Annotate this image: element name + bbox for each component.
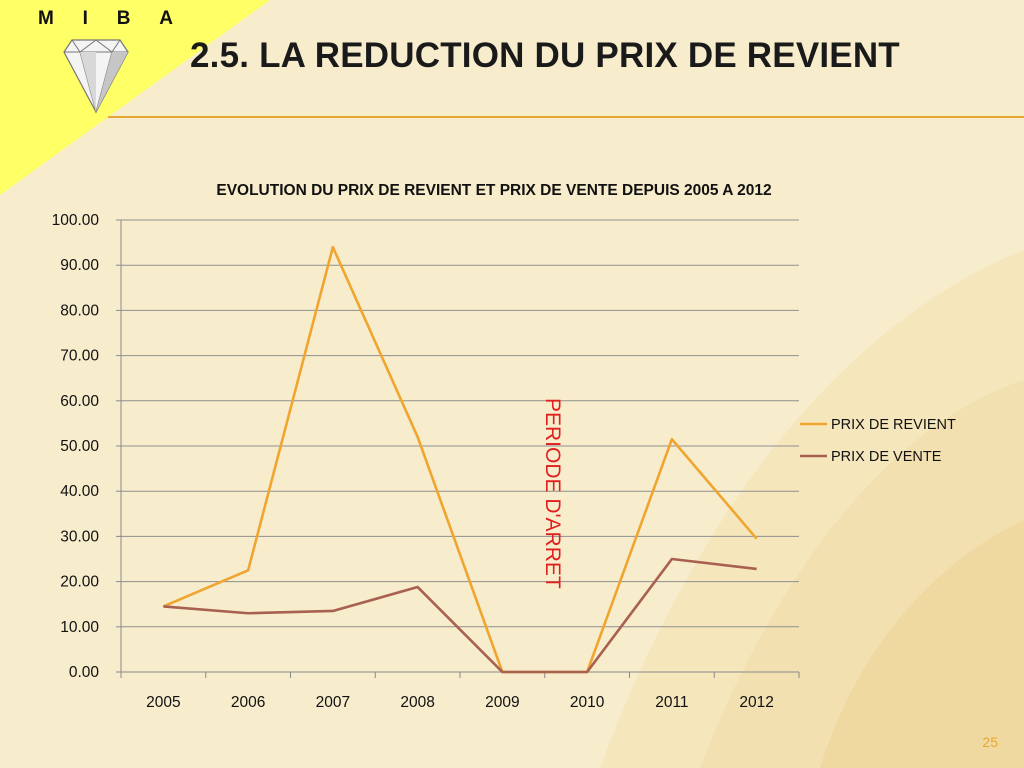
logo-letter: I xyxy=(82,8,88,29)
logo-letter: B xyxy=(116,8,131,29)
logo-letter: M xyxy=(38,8,54,29)
series-line-1 xyxy=(162,245,758,674)
x-tick-label: 2011 xyxy=(655,694,688,711)
page-number: 25 xyxy=(982,734,998,750)
y-tick-label: 50.00 xyxy=(60,438,99,455)
x-tick-label: 2007 xyxy=(316,694,350,711)
x-tick-label: 2012 xyxy=(739,694,773,711)
x-tick-label: 2006 xyxy=(231,694,265,711)
y-tick-label: 80.00 xyxy=(60,302,99,319)
chart-title: EVOLUTION DU PRIX DE REVIENT ET PRIX DE … xyxy=(216,182,771,199)
x-tick-label: 2005 xyxy=(146,694,180,711)
y-tick-label: 60.00 xyxy=(60,393,99,410)
y-tick-label: 40.00 xyxy=(60,483,99,500)
slide-title: 2.5. LA REDUCTION DU PRIX DE REVIENT xyxy=(190,36,900,75)
x-tick-label: 2010 xyxy=(570,694,605,711)
y-tick-label: 30.00 xyxy=(60,528,99,545)
y-tick-label: 10.00 xyxy=(60,619,99,636)
logo-letters: M I B A xyxy=(38,8,173,30)
diamond-logo-icon xyxy=(63,39,129,114)
y-tick-label: 0.00 xyxy=(69,664,100,681)
y-tick-label: 70.00 xyxy=(60,348,99,365)
period-annotation: PERIODE D'ARRET xyxy=(541,398,564,589)
title-divider xyxy=(108,116,1024,118)
y-tick-label: 20.00 xyxy=(60,574,99,591)
logo-letter: A xyxy=(159,8,173,29)
series-line-2 xyxy=(163,557,757,674)
y-tick-label: 100.00 xyxy=(52,212,100,229)
legend-label: PRIX DE VENTE xyxy=(831,449,942,465)
x-tick-label: 2008 xyxy=(400,694,434,711)
y-tick-label: 90.00 xyxy=(60,257,99,274)
x-tick-label: 2009 xyxy=(485,694,519,711)
legend-label: PRIX DE REVIENT xyxy=(831,417,956,433)
